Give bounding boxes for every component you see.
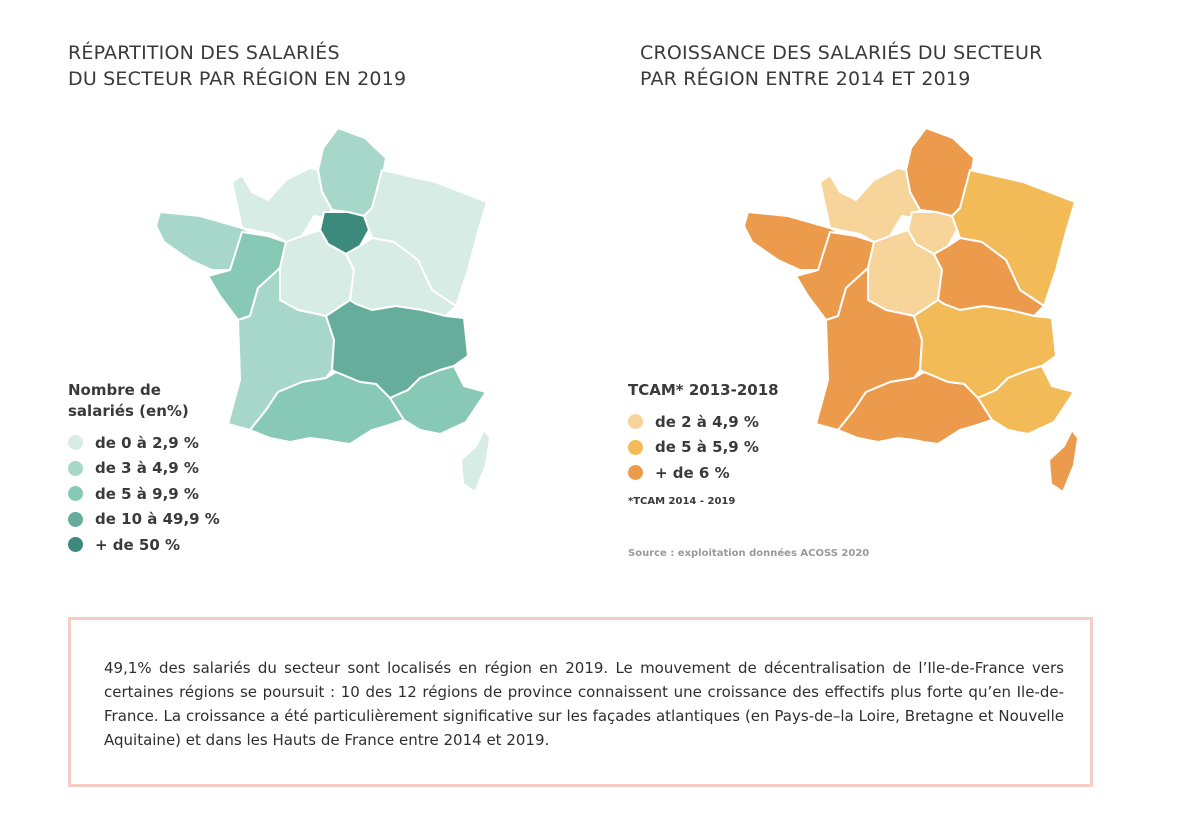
left-legend-item: de 0 à 2,9 % — [68, 430, 220, 456]
left-legend-label: de 3 à 4,9 % — [95, 459, 199, 478]
right-legend-label: de 5 à 5,9 % — [655, 438, 759, 457]
right-legend-title: TCAM* 2013-2018 — [628, 381, 779, 399]
right-legend-label: de 2 à 4,9 % — [655, 412, 759, 431]
summary-box: 49,1% des salariés du secteur sont local… — [68, 617, 1093, 787]
source-note: Source : exploitation données ACOSS 2020 — [628, 548, 870, 559]
right-legend-item: + de 6 % — [628, 460, 779, 486]
left-legend-label: de 0 à 2,9 % — [95, 433, 199, 452]
left-title-line2: DU SECTEUR PAR RÉGION EN 2019 — [68, 68, 407, 90]
left-legend-title-line2: salariés (en%) — [68, 402, 189, 420]
left-legend-item: de 3 à 4,9 % — [68, 456, 220, 482]
region-normandie — [231, 167, 333, 243]
left-legend-title: Nombre de salariés (en%) — [68, 380, 220, 422]
right-map-title: CROISSANCE DES SALARIÉS DU SECTEUR PAR R… — [640, 40, 1043, 92]
right-title-line1: CROISSANCE DES SALARIÉS DU SECTEUR — [640, 42, 1043, 64]
left-legend-label: de 5 à 9,9 % — [95, 484, 199, 503]
summary-text: 49,1% des salariés du secteur sont local… — [104, 659, 1064, 749]
right-title-line2: PAR RÉGION ENTRE 2014 ET 2019 — [640, 68, 971, 90]
left-legend-swatch — [68, 460, 83, 476]
region-provence-alpes-cote-d-azur — [389, 365, 487, 435]
right-legend-item: de 2 à 4,9 % — [628, 409, 779, 435]
right-legend-footnote: *TCAM 2014 - 2019 — [628, 495, 736, 507]
left-legend-item: de 5 à 9,9 % — [68, 481, 220, 507]
left-map-title: RÉPARTITION DES SALARIÉS DU SECTEUR PAR … — [68, 40, 406, 92]
left-legend-title-line1: Nombre de — [68, 381, 161, 399]
right-legend: TCAM* 2013-2018 de 2 à 4,9 % de 5 à 5,9 %… — [628, 380, 779, 507]
left-legend-label: de 10 à 49,9 % — [95, 510, 220, 529]
right-legend-label: + de 6 % — [655, 463, 730, 482]
left-legend-swatch — [68, 435, 83, 451]
left-title-line1: RÉPARTITION DES SALARIÉS — [68, 42, 340, 64]
left-legend-label: + de 50 % — [95, 535, 181, 554]
left-legend-item: de 10 à 49,9 % — [68, 507, 220, 533]
left-france-map — [155, 127, 491, 493]
right-legend-item: de 5 à 5,9 % — [628, 435, 779, 461]
region-normandie — [819, 167, 921, 243]
right-france-map — [743, 127, 1079, 493]
left-legend-item: + de 50 % — [68, 532, 220, 558]
region-provence-alpes-cote-d-azur — [977, 365, 1075, 435]
left-legend-swatch — [68, 486, 83, 502]
left-legend: Nombre de salariés (en%) de 0 à 2,9 % de … — [68, 380, 220, 558]
right-legend-swatch — [628, 414, 643, 430]
left-legend-swatch — [68, 511, 83, 527]
region-corse — [460, 429, 491, 493]
right-legend-swatch — [628, 465, 643, 481]
region-corse — [1048, 429, 1079, 493]
left-legend-swatch — [68, 537, 83, 553]
right-legend-swatch — [628, 439, 643, 455]
